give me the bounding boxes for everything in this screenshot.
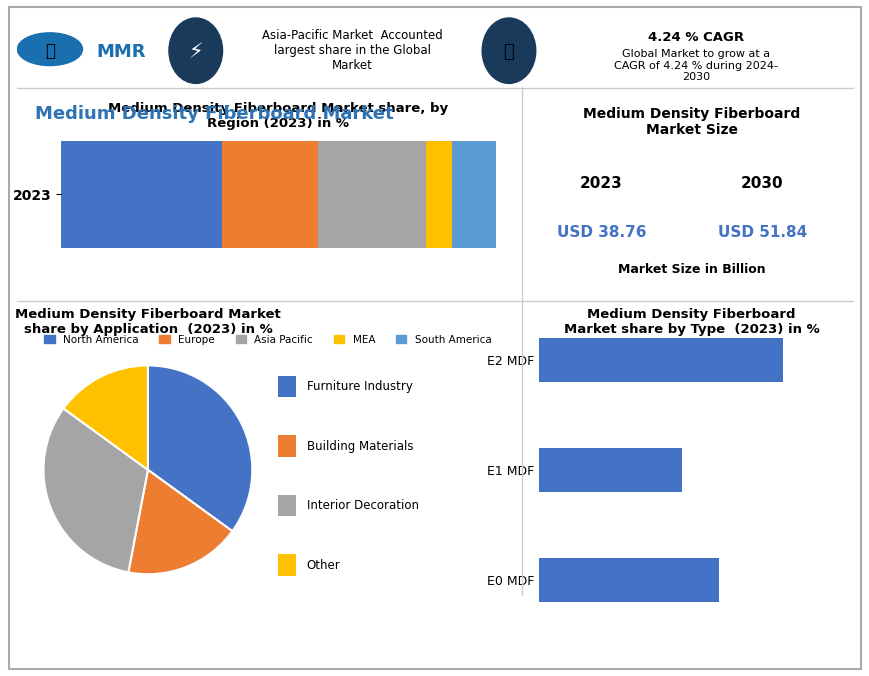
Text: 2023: 2023 — [580, 176, 622, 191]
Bar — [452, 141, 495, 248]
Text: ⚡: ⚡ — [189, 42, 202, 62]
Bar — [278, 435, 295, 457]
Text: Medium Density Fiberboard
Market Size: Medium Density Fiberboard Market Size — [582, 107, 799, 137]
Text: Global Market to grow at a
CAGR of 4.24 % during 2024-
2030: Global Market to grow at a CAGR of 4.24 … — [614, 49, 777, 82]
Text: Furniture Industry: Furniture Industry — [307, 380, 412, 393]
Circle shape — [481, 18, 535, 83]
Wedge shape — [43, 408, 148, 573]
Wedge shape — [129, 470, 232, 574]
Bar — [61, 141, 222, 248]
Text: 🔥: 🔥 — [503, 43, 514, 62]
Circle shape — [169, 18, 222, 83]
Text: USD 38.76: USD 38.76 — [556, 225, 646, 240]
Text: Medium Density Fiberboard Market
share by Application  (2023) in %: Medium Density Fiberboard Market share b… — [15, 308, 281, 335]
Text: Medium Density Fiberboard Market: Medium Density Fiberboard Market — [35, 105, 393, 123]
Title: Medium Density Fiberboard Market share, by
Region (2023) in %: Medium Density Fiberboard Market share, … — [109, 102, 448, 130]
Bar — [539, 338, 782, 382]
Text: Market Size in Billion: Market Size in Billion — [617, 263, 765, 276]
Text: Building Materials: Building Materials — [307, 439, 413, 453]
Wedge shape — [148, 366, 252, 531]
Text: Other: Other — [307, 558, 340, 572]
Bar — [539, 558, 719, 602]
Bar — [278, 376, 295, 397]
Wedge shape — [63, 366, 148, 470]
Text: USD 51.84: USD 51.84 — [717, 225, 806, 240]
Text: 2030: 2030 — [740, 176, 783, 191]
Circle shape — [17, 33, 83, 66]
Bar — [222, 141, 317, 248]
Bar — [317, 141, 426, 248]
Bar — [539, 448, 681, 492]
Legend: North America, Europe, Asia Pacific, MEA, South America: North America, Europe, Asia Pacific, MEA… — [40, 331, 495, 349]
Text: MMR: MMR — [96, 43, 145, 62]
Text: Medium Density Fiberboard
Market share by Type  (2023) in %: Medium Density Fiberboard Market share b… — [563, 308, 819, 335]
Text: 🌍: 🌍 — [45, 42, 55, 59]
Bar — [278, 495, 295, 516]
Text: 4.24 % CAGR: 4.24 % CAGR — [647, 31, 743, 44]
Bar — [426, 141, 452, 248]
Text: Asia-Pacific Market  Accounted
largest share in the Global
Market: Asia-Pacific Market Accounted largest sh… — [262, 29, 442, 72]
Text: Interior Decoration: Interior Decoration — [307, 499, 418, 512]
Bar — [278, 554, 295, 576]
